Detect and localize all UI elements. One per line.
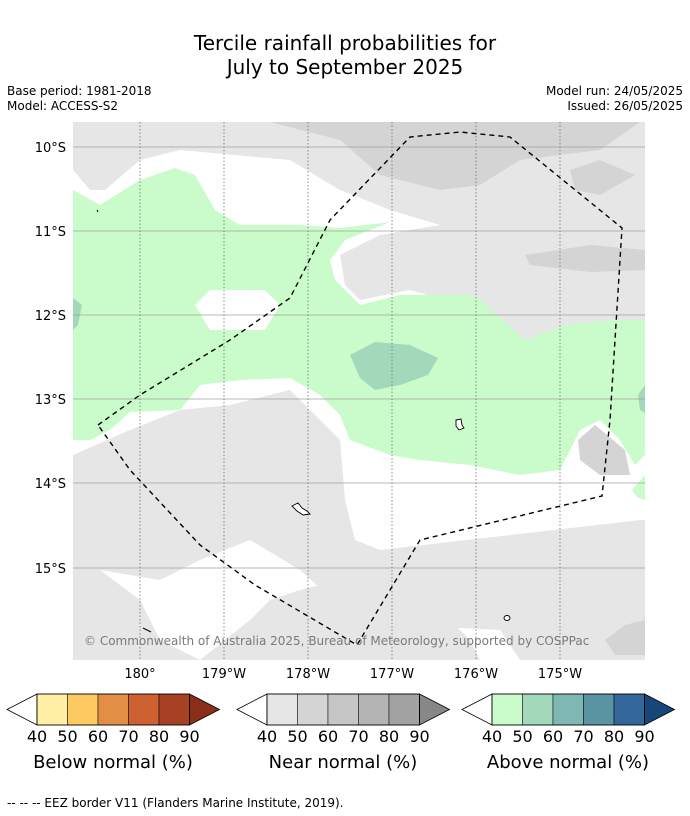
above-normal-colorbar-max-arrow (644, 693, 676, 726)
island-outline (503, 615, 511, 621)
model-run: Model run: 24/05/2025 (545, 84, 683, 98)
base-period: Base period: 1981-2018 (7, 84, 152, 98)
near-normal-region-dark-1 (270, 122, 640, 190)
near-tick: 90 (409, 727, 430, 746)
near-normal-region-dark-2 (570, 160, 635, 195)
above-normal-colorbar-outline (491, 693, 645, 726)
near-normal-colorbar-swatch (358, 693, 390, 726)
above-normal-colorbar-swatch (552, 693, 584, 726)
below-normal-colorbar-swatch (158, 693, 190, 726)
map-title: Tercile rainfall probabilities for July … (0, 31, 690, 79)
above-normal-region-west-edge (73, 298, 82, 330)
lat-label: 15°S (35, 562, 66, 577)
above-tick: 90 (634, 727, 655, 746)
map-canvas: © Commonwealth of Australia 2025, Bureau… (35, 122, 645, 682)
below-normal-colorbar-swatch (97, 693, 129, 726)
meta-left: Base period: 1981-2018 Model: ACCESS-S2 (7, 84, 152, 114)
above-normal-region (73, 168, 645, 475)
near-normal-colorbar-outline (266, 693, 420, 726)
colorbars (6, 693, 676, 726)
lon-labels: 180° 179°W 178°W 177°W 176°W 175°W (124, 667, 582, 682)
model-name: Model: ACCESS-S2 (7, 99, 119, 113)
below-normal-colorbar-swatch (36, 693, 68, 726)
near-tick: 50 (287, 727, 308, 746)
below-normal-title: Below normal (%) (33, 752, 193, 773)
lon-label: 180° (124, 667, 155, 682)
lat-label: 10°S (35, 141, 66, 156)
near-normal-region-dark-5 (605, 620, 645, 655)
near-tick: 70 (348, 727, 369, 746)
near-tick: 80 (378, 727, 400, 746)
lon-label: 178°W (286, 667, 330, 682)
island-outline (455, 418, 465, 431)
above-normal-region-small (632, 475, 645, 500)
below-tick: 50 (57, 727, 78, 746)
near-normal-colorbar-swatch (297, 693, 329, 726)
eez-border (97, 131, 623, 646)
below-normal-colorbar-max-arrow (189, 693, 221, 726)
map-area: © Commonwealth of Australia 2025, Bureau… (73, 122, 645, 660)
below-tick: 40 (26, 727, 48, 746)
below-tick: 80 (148, 727, 170, 746)
lat-label: 11°S (35, 225, 66, 240)
white-island-patch (195, 290, 280, 330)
near-normal-colorbar-max-arrow (419, 693, 451, 726)
near-tick: 60 (317, 727, 339, 746)
near-normal-region-dark-3 (525, 245, 645, 272)
lat-label: 12°S (35, 309, 66, 324)
below-tick: 60 (87, 727, 109, 746)
lon-gridlines (139, 122, 561, 660)
above-normal-colorbar-swatch (522, 693, 554, 726)
near-normal-colorbar-swatch (266, 693, 298, 726)
near-normal-colorbar-swatch (327, 693, 359, 726)
above-normal-colorbar-swatch (613, 693, 645, 726)
eez-legend-note: -- -- -- EEZ border V11 (Flanders Marine… (7, 796, 344, 810)
below-tick: 90 (179, 727, 200, 746)
near-normal-colorbar-min-arrow (236, 693, 268, 726)
near-normal-colorbar-swatch (388, 693, 420, 726)
near-normal-region-north (73, 122, 645, 355)
title-line-2: July to September 2025 (226, 55, 464, 79)
colorbar-group (6, 693, 676, 726)
above-normal-title: Above normal (%) (486, 752, 650, 773)
lat-gridlines (73, 146, 645, 569)
below-normal-colorbar-min-arrow (6, 693, 38, 726)
near-tick: 40 (256, 727, 278, 746)
lat-label: 13°S (35, 393, 66, 408)
below-normal-colorbar-swatch (128, 693, 160, 726)
near-normal-region-dark-4 (578, 425, 630, 475)
below-normal-colorbar-swatch (67, 693, 99, 726)
issued-date: Issued: 26/05/2025 (567, 99, 683, 113)
below-normal-colorbar-outline (36, 693, 190, 726)
lon-label: 175°W (538, 667, 582, 682)
title-line-1: Tercile rainfall probabilities for (193, 31, 497, 55)
lat-labels: 10°S 11°S 12°S 13°S 14°S 15°S (35, 141, 66, 577)
above-normal-region-dark (350, 342, 438, 390)
lon-label: 179°W (202, 667, 246, 682)
above-normal-colorbar-swatch (491, 693, 523, 726)
lat-label: 14°S (35, 477, 66, 492)
island-outline (142, 627, 152, 633)
above-tick: 60 (542, 727, 564, 746)
meta-right: Model run: 24/05/2025 Issued: 26/05/2025 (546, 84, 683, 114)
near-normal-title: Near normal (%) (268, 752, 418, 773)
above-normal-colorbar-swatch (583, 693, 615, 726)
copyright-text: © Commonwealth of Australia 2025, Bureau… (84, 634, 589, 648)
island-outline (291, 502, 311, 516)
lon-label: 176°W (454, 667, 498, 682)
near-normal-region-south (73, 390, 645, 660)
colorbar-ticks: 40 50 60 70 80 90 40 50 60 70 80 90 40 5… (0, 727, 690, 749)
above-normal-colorbar-min-arrow (461, 693, 493, 726)
lon-label: 177°W (370, 667, 414, 682)
above-tick: 80 (603, 727, 625, 746)
above-tick: 50 (512, 727, 533, 746)
island-outline (96, 209, 99, 213)
below-tick: 70 (118, 727, 139, 746)
above-tick: 70 (573, 727, 594, 746)
above-tick: 40 (481, 727, 503, 746)
